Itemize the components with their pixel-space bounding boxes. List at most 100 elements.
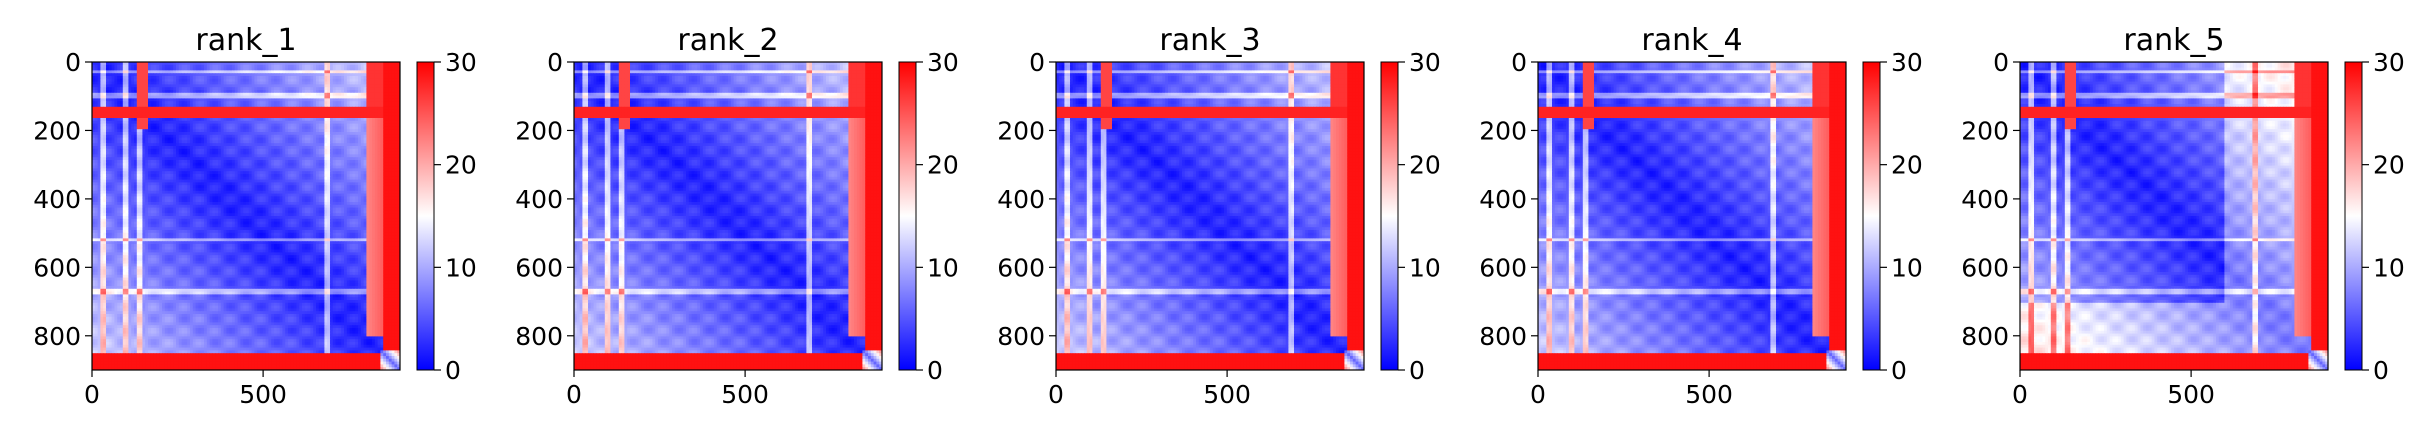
heatmap-cell: [296, 68, 299, 71]
heatmap-cell: [252, 90, 255, 93]
heatmap-cell: [187, 68, 190, 71]
heatmap-cell: [190, 101, 193, 104]
heatmap-cell: [168, 68, 171, 71]
heatmap-cell: [226, 65, 229, 68]
heatmap-cell: [358, 68, 361, 71]
heatmap-cell: [344, 70, 347, 73]
heatmap-cell: [210, 101, 213, 104]
heatmap-cell: [232, 68, 235, 71]
heatmap-cell: [341, 68, 344, 71]
heatmap-cell: [210, 82, 213, 85]
heatmap-cell: [240, 70, 243, 73]
heatmap-cell: [316, 96, 319, 99]
heatmap-cell: [274, 73, 277, 76]
heatmap-cell: [254, 76, 257, 79]
heatmap-cell: [282, 82, 285, 85]
heatmap-cell: [252, 73, 255, 76]
heatmap-cell: [235, 90, 238, 93]
heatmap-cell: [268, 76, 271, 79]
heatmap-cell: [204, 101, 207, 104]
heatmap-cell: [333, 98, 336, 101]
heatmap-cell: [308, 90, 311, 93]
heatmap-cell: [190, 87, 193, 90]
heatmap-cell: [229, 87, 232, 90]
heatmap-cell: [221, 87, 224, 90]
heatmap-cell: [224, 76, 227, 79]
heatmap-cell: [358, 76, 361, 79]
heatmap-cell: [117, 79, 120, 82]
heatmap-cell: [288, 93, 291, 96]
panel-1: rank_102004006008000 5000102030: [33, 23, 477, 409]
heatmap-cell: [207, 82, 210, 85]
heatmap-cell: [98, 70, 101, 73]
heatmap-cell: [131, 76, 134, 79]
heatmap-cell: [277, 93, 280, 96]
heatmap-cell: [274, 82, 277, 85]
heatmap-cell: [268, 79, 271, 82]
heatmap-cell: [100, 84, 103, 87]
heatmap-cell: [207, 98, 210, 101]
heatmap-cell: [170, 96, 173, 99]
heatmap-cell: [372, 90, 375, 93]
heatmap-cell: [319, 84, 322, 87]
heatmap-cell: [109, 98, 112, 101]
heatmap-cell: [207, 90, 210, 93]
heatmap-cell: [229, 98, 232, 101]
heatmap-cell: [254, 84, 257, 87]
heatmap-cell: [260, 70, 263, 73]
heatmap-cell: [386, 73, 389, 76]
heatmap-cell: [288, 96, 291, 99]
heatmap-cell: [151, 73, 154, 76]
heatmap-cell: [347, 65, 350, 68]
heatmap-cell: [193, 68, 196, 71]
heatmap-cell: [364, 87, 367, 90]
heatmap-cell: [288, 65, 291, 68]
heatmap-cell: [165, 65, 168, 68]
heatmap-cell: [126, 98, 129, 101]
heatmap-cell: [299, 87, 302, 90]
heatmap-cell: [299, 90, 302, 93]
heatmap-cell: [274, 87, 277, 90]
heatmap-cell: [204, 79, 207, 82]
heatmap-cell: [316, 76, 319, 79]
heatmap-cell: [347, 76, 350, 79]
heatmap-cell: [145, 68, 148, 71]
heatmap-cell: [288, 84, 291, 87]
heatmap-cell: [162, 90, 165, 93]
heatmap-cell: [117, 76, 120, 79]
heatmap-cell: [285, 70, 288, 73]
heatmap-cell: [170, 93, 173, 96]
heatmap-cell: [112, 79, 115, 82]
heatmap-cell: [193, 96, 196, 99]
heatmap-cell: [257, 73, 260, 76]
heatmap-cell: [137, 82, 140, 85]
heatmap-cell: [361, 70, 364, 73]
heatmap-cell: [344, 90, 347, 93]
heatmap-cell: [271, 84, 274, 87]
heatmap-cell: [142, 98, 145, 101]
heatmap-cell: [204, 87, 207, 90]
heatmap-cell: [310, 82, 313, 85]
heatmap-cell: [95, 87, 98, 90]
heatmap-cell: [187, 96, 190, 99]
heatmap-cell: [383, 70, 386, 73]
heatmap-cell: [291, 84, 294, 87]
heatmap-cell: [215, 65, 218, 68]
heatmap-cell: [266, 93, 269, 96]
heatmap-cell: [308, 84, 311, 87]
heatmap-cell: [358, 98, 361, 101]
heatmap-cell: [271, 93, 274, 96]
heatmap-cell: [296, 96, 299, 99]
heatmap-cell: [187, 82, 190, 85]
heatmap-cell: [140, 68, 143, 71]
heatmap-cell: [109, 76, 112, 79]
heatmap-cell: [316, 73, 319, 76]
heatmap-cell: [168, 90, 171, 93]
heatmap-cell: [350, 93, 353, 96]
heatmap-cell: [240, 96, 243, 99]
heatmap-cell: [296, 65, 299, 68]
heatmap-cell: [322, 82, 325, 85]
heatmap-cell: [274, 65, 277, 68]
heatmap-cell: [95, 96, 98, 99]
heatmap-cell: [352, 65, 355, 68]
